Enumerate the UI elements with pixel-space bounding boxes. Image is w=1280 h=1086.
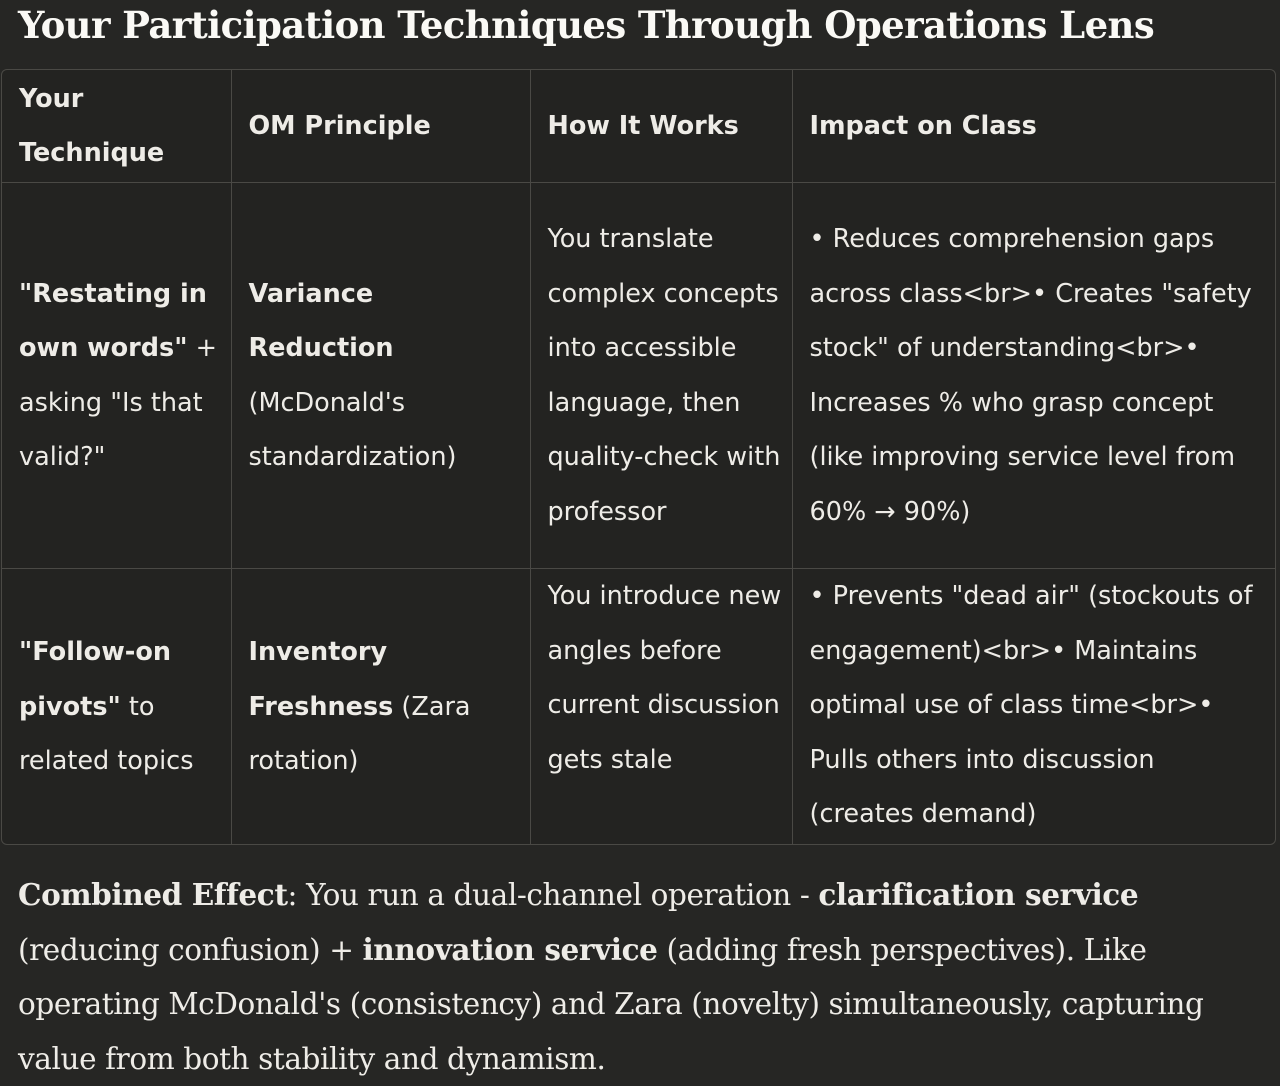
technique-cell: "Follow-on pivots" to related topics [2,568,232,844]
table-header-row: Your Technique OM Principle How It Works… [2,70,1275,183]
summary-text-3: (adding fresh perspectives). Like operat… [18,932,1204,1076]
how-it-works-cell: You introduce new angles before current … [529,568,793,844]
summary-text-2: (reducing confusion) + [18,932,363,967]
principle-cell: Inventory Freshness (Zara rotation) [230,568,531,844]
summary-emphasis-clarification: clarification service [818,877,1139,912]
header-om-principle: OM Principle [230,70,531,183]
table-row: "Restating in own words" + asking "Is th… [2,182,1275,569]
header-your-technique: Your Technique [2,70,232,183]
summary-paragraph: Combined Effect: You run a dual-channel … [18,868,1268,1086]
technique-detail: to related topics [19,691,194,777]
page-title: Your Participation Techniques Through Op… [18,3,1155,47]
technique-cell: "Restating in own words" + asking "Is th… [2,182,232,569]
summary-emphasis-innovation: innovation service [362,931,658,967]
principle-example: (Zara rotation) [248,691,471,777]
summary-text-1: : You run a dual-channel operation - [287,878,819,912]
impact-cell: • Prevents "dead air" (stockouts of enga… [791,568,1275,844]
how-it-works-cell: You translate complex concepts into acce… [529,182,793,569]
technique-name: "Follow-on pivots" [19,637,172,722]
technique-name: "Restating in own words" [19,278,207,364]
summary-label: Combined Effect [18,877,288,912]
principle-cell: Variance Reduction (McDonald's standardi… [230,182,531,569]
techniques-table: Your Technique OM Principle How It Works… [1,69,1276,845]
impact-cell: • Reduces comprehension gaps across clas… [791,182,1275,569]
table-row: "Follow-on pivots" to related topics Inv… [2,568,1275,844]
header-how-it-works: How It Works [529,70,793,183]
principle-example: (McDonald's standardization) [248,387,457,473]
principle-name: Inventory Freshness [248,637,394,722]
principle-name: Variance Reduction [248,278,394,364]
technique-detail: + asking "Is that valid?" [19,333,217,472]
header-impact-on-class: Impact on Class [791,70,1275,183]
